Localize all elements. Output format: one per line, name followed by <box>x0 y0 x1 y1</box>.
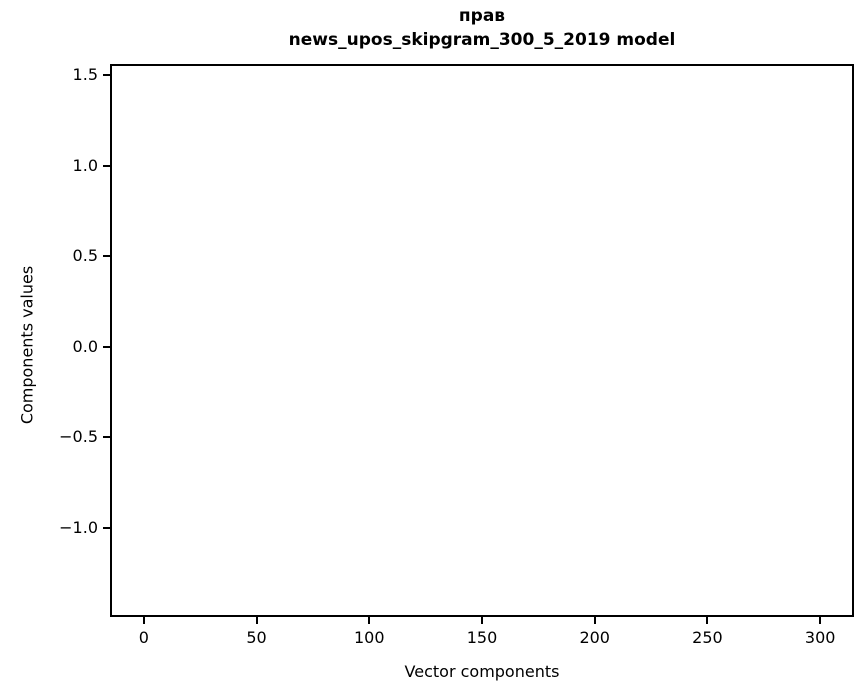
y-tick-mark <box>103 74 110 77</box>
y-tick-mark <box>103 255 110 258</box>
y-tick-mark <box>103 526 110 529</box>
x-tick-label: 150 <box>466 628 498 647</box>
x-axis-label: Vector components <box>404 662 560 681</box>
y-tick-label: −0.5 <box>59 427 98 447</box>
y-axis-label: Components values <box>17 265 37 425</box>
y-tick-label: 0.5 <box>72 246 98 266</box>
x-tick-mark <box>481 617 483 624</box>
y-tick-label: 0.0 <box>72 336 98 356</box>
x-tick-mark <box>819 617 822 624</box>
y-tick-mark <box>103 345 110 348</box>
x-tick-label: 200 <box>579 628 610 647</box>
x-tick-label: 0 <box>138 628 149 647</box>
x-tick-mark <box>142 617 145 624</box>
y-tick-label: 1.5 <box>72 65 98 85</box>
x-tick-label: 300 <box>804 628 836 647</box>
y-tick-mark <box>103 164 110 167</box>
x-tick-mark <box>368 617 371 624</box>
x-tick-mark <box>255 617 258 624</box>
chart-subtitle: news_upos_skipgram_300_5_2019 model <box>288 30 676 50</box>
x-tick-mark <box>706 617 709 624</box>
y-tick-mark <box>103 436 110 439</box>
x-tick-mark <box>593 617 596 624</box>
x-tick-label: 50 <box>246 628 267 647</box>
axis-ticks: 0 50 100 150 200 250 300 1.5 1.0 0.5 0.0 −0.5 −1.0 <box>59 64 854 647</box>
y-tick-label: −1.0 <box>59 517 98 537</box>
x-tick-label: 250 <box>692 628 723 647</box>
plot-area <box>110 64 854 617</box>
x-tick-label: 100 <box>353 628 385 647</box>
chart-title: прав <box>458 6 506 26</box>
y-tick-label: 1.0 <box>72 155 98 175</box>
